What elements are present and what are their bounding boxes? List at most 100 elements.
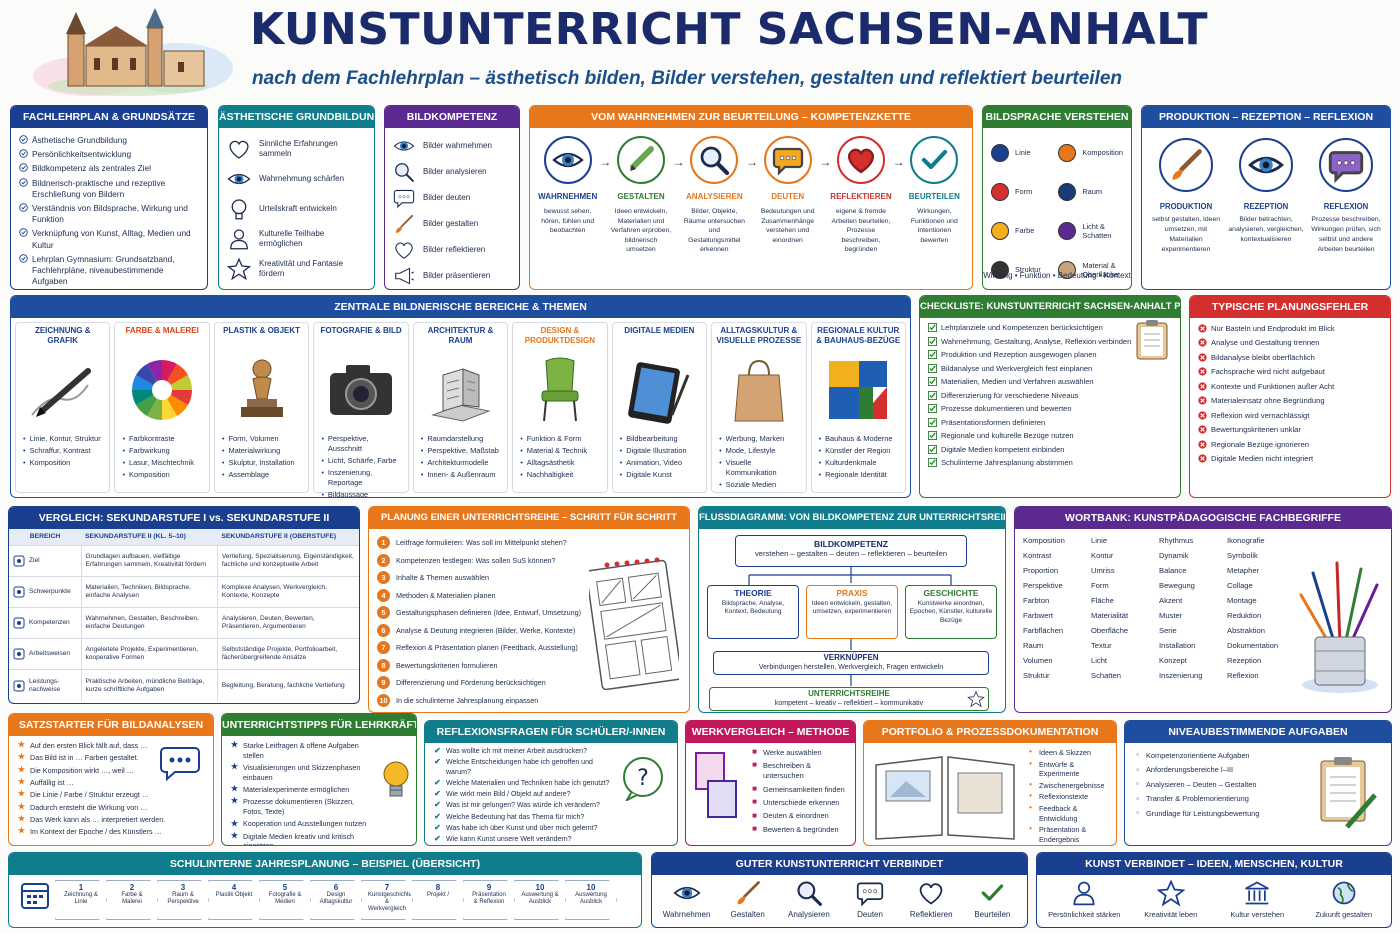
checkbox-icon: [928, 417, 937, 427]
fragen-item: ✔ Was habe ich über Kunst und über mich g…: [433, 823, 617, 833]
kompetenzkette-step-label: REFLEKTIEREN: [830, 192, 892, 201]
bereich-item: ARCHITEKTUR & RAUM • Raumdarstellung • Persp…: [412, 322, 509, 493]
checkbox-icon: [928, 377, 937, 387]
museum-icon: [1217, 879, 1297, 907]
checkliste-item: Lehrplanziele und Kompetenzen berücksich…: [928, 323, 1172, 333]
jahr-item-label: Auswertung & Ausblick: [521, 892, 559, 905]
wortbank-term: Inszenierung: [1159, 671, 1203, 680]
bereich-point-label: Mode, Lifestyle: [725, 445, 776, 455]
wortbank-term: Kontrast: [1023, 551, 1052, 560]
jahr-title: SCHULINTERNE JAHRESPLANUNG – BEISPIEL (Ü…: [9, 853, 641, 875]
bereich-point-label: Digitale Illustration: [626, 445, 687, 455]
tipps-item-label: Starke Leitfragen & offene Aufgaben stel…: [243, 741, 359, 760]
star-bullet-icon: ★: [230, 740, 239, 750]
bereich-point-label: Komposition: [29, 457, 71, 467]
planung-step: 10 In die schulinterne Jahresplanung einp…: [377, 692, 581, 710]
vergleich-cell-a: Materialien, Techniken, Bildsprache, ein…: [80, 576, 218, 608]
cross-icon: [1198, 439, 1207, 449]
fluss-reihe-text: kompetent – kreativ – reflektiert – komm…: [774, 699, 924, 707]
prr-item-desc: selbst gestalten, Ideen umsetzen, mit Ma…: [1151, 216, 1220, 253]
bullet-icon: •: [520, 434, 523, 443]
satz-item-label: Die Linie / Farbe / Struktur erzeugt …: [30, 790, 150, 800]
kompetenzkette-step-label: ANALYSIEREN: [686, 192, 743, 201]
cross-icon: [1198, 338, 1207, 348]
vergleich-bereich-cell: Kompetenzen: [9, 608, 81, 639]
portfolio-item: • Ideen & Skizzen: [1026, 747, 1108, 758]
aesthetisch-item-label: Sinnliche Erfahrungen sammeln: [259, 138, 338, 158]
fragen-card: REFLEXIONSFRAGEN FÜR SCHÜLER/-INNEN ✔ Was…: [424, 720, 678, 846]
tipps-item: ★ Kooperation und Ausstellungen nutzen: [230, 819, 374, 829]
checkliste-list: Lehrplanziele und Kompetenzen berücksich…: [920, 318, 1180, 477]
jahr-item-number: 9: [486, 883, 492, 892]
checkliste-item-label: Lehrplanziele und Kompetenzen berücksich…: [941, 323, 1103, 332]
fluss-box-title: THEORIE: [734, 588, 772, 598]
speech-bubble-icon: [842, 879, 898, 907]
satz-item-label: Das Bild ist in … Farben gestaltet.: [30, 753, 139, 763]
star-bullet-icon: ★: [17, 801, 26, 811]
bereich-point: • Bauhaus & Moderne: [819, 434, 901, 444]
color-dot-icon: [991, 183, 1009, 201]
tipps-card: UNTERRICHTSTIPPS FÜR LEHRKRÄFTE ★ Starke …: [221, 713, 417, 846]
bullet-icon: •: [321, 467, 324, 477]
dot-bullet-icon: •: [1029, 779, 1032, 789]
jahr-item-number: 2: [129, 883, 135, 892]
fehler-item: Bewertungskriterien unklar: [1198, 425, 1382, 435]
circle-bullet-icon: ◦: [1136, 793, 1139, 803]
niveau-item-label: Grundlage für Leistungsbewertung: [1146, 808, 1260, 818]
verbindet-title: KUNST VERBINDET – IDEEN, MENSCHEN, KULTU…: [1037, 853, 1391, 875]
check-bullet-icon: ✔: [434, 834, 441, 844]
jahr-item-label: Plastik Objekt: [215, 892, 253, 898]
jahr-item: 10 Auswertung & Ausblick: [514, 880, 566, 920]
aesthetisch-card: ÄSTHETISCHE GRUNDBILDUNG Sinnliche Erfah…: [218, 105, 375, 290]
lightbulb-icon: [380, 758, 412, 804]
checkliste-item: Differenzierung für verschiedene Niveaus: [928, 390, 1172, 401]
wortbank-term: Perspektive: [1023, 581, 1063, 590]
checkbox-icon: [928, 350, 937, 360]
bereiche-row: ZEICHNUNG & GRAFIK • Linie, Kontur, Strukt…: [11, 318, 910, 497]
fehler-item: Kontexte und Funktionen außer Acht: [1198, 382, 1382, 392]
vergleich-header-cell: SEKUNDARSTUFE II (OBERSTUFE): [221, 533, 337, 540]
bereich-item-points: • Linie, Kontur, Struktur • Schraffur, Kont…: [20, 434, 105, 468]
fachlehrplan-item-label: Bildnerisch-praktische und rezeptive Ers…: [32, 177, 166, 199]
bildkompetenz-item: Bilder reflektieren: [393, 237, 511, 263]
pencil-icon: [616, 136, 665, 184]
check-icon: [19, 228, 28, 238]
clipboard-icon: [1134, 318, 1172, 362]
portfolio-item-label: Reflexionstexte: [1039, 792, 1089, 802]
fluss-reihe-box: UNTERRICHTSREIHE kompetent – kreativ – r…: [709, 687, 989, 711]
dot-bullet-icon: •: [1029, 824, 1032, 834]
fachlehrplan-item: Verknüpfung von Kunst, Alltag, Medien un…: [19, 228, 199, 250]
jahr-item: 10 Auswertung Ausblick: [565, 880, 617, 920]
satz-item-label: Auf den ersten Blick fällt auf, dass …: [30, 741, 148, 750]
planung-step: 5 Gestaltungsphasen definieren (Idee, Ent…: [377, 604, 581, 622]
bereich-item: FOTOGRAFIE & BILD • Perspektive, Ausschnit…: [313, 322, 409, 497]
planung-step: 4 Methoden & Materialien planen: [377, 587, 581, 605]
bereich-point-label: Farbwirkung: [129, 445, 170, 455]
jahr-item: 1 Zeichnung & Linie: [55, 880, 107, 920]
people-icon: [13, 617, 25, 629]
wortbank-term: Umriss: [1091, 566, 1115, 575]
checkbox-icon: [928, 323, 937, 332]
bildsprache-item: Licht & Schatten: [1058, 216, 1123, 246]
vergleich-cell-a: Angeleitete Projekte, Experimentieren, k…: [80, 638, 218, 670]
bereich-point-label: Bildaussage: [327, 489, 369, 498]
bereiche-card: ZENTRALE BILDNERISCHE BEREICHE & THEMEN …: [10, 295, 911, 498]
bullet-icon: •: [719, 445, 722, 455]
eye-icon: [1239, 138, 1293, 192]
vergleich-bereich-label: Leistungs-nachweise: [29, 677, 61, 693]
fehler-item: Analyse und Gestaltung trennen: [1198, 338, 1382, 348]
bildkompetenz-item-label: Bilder wahrnehmen: [423, 140, 492, 150]
star-bullet-icon: ★: [17, 740, 26, 750]
bereich-point: • Architekturmodelle: [421, 458, 503, 468]
prr-item: PRODUKTION selbst gestalten, Ideen umsetz…: [1148, 136, 1224, 254]
dot-bullet-icon: •: [1029, 802, 1032, 812]
bildsprache-item-label: Raum: [1082, 187, 1103, 197]
jahr-item-number: 8: [435, 883, 441, 892]
niveau-item: ◦ Analysieren – Deuten – Gestalten: [1133, 779, 1383, 790]
wortbank-term: Abstraktion: [1227, 626, 1265, 635]
vergleich-bereich-label: Arbeitsweisen: [29, 650, 71, 658]
kompetenzkette-card: VOM WAHRNEHMEN ZUR BEURTEILUNG – KOMPETE…: [529, 105, 973, 290]
shopping-bag-icon: [716, 352, 801, 428]
tipps-item: ★ Materialexperimente ermöglichen: [230, 784, 374, 795]
